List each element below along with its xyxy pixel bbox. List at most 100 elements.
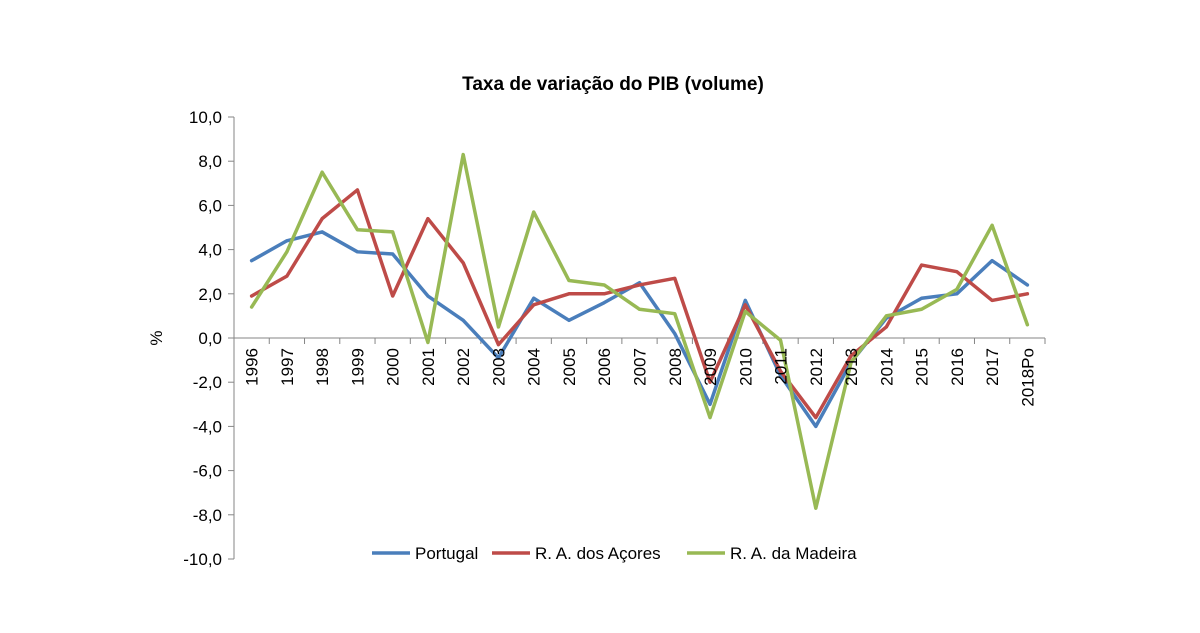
y-tick-label: 4,0 — [198, 241, 222, 260]
y-tick-label: 10,0 — [189, 108, 222, 127]
data-point — [743, 298, 747, 302]
data-point — [320, 230, 324, 234]
legend: Portugal R. A. dos Açores R. A. da Madeira — [372, 544, 857, 563]
data-point — [708, 416, 712, 420]
data-point — [567, 318, 571, 322]
legend-label: R. A. dos Açores — [535, 544, 661, 563]
data-point — [461, 318, 465, 322]
data-point — [532, 210, 536, 214]
data-point — [285, 274, 289, 278]
data-point — [884, 314, 888, 318]
x-tick-label: 2011 — [772, 348, 791, 385]
x-tick-label: 1997 — [278, 348, 297, 386]
data-point — [743, 309, 747, 313]
data-point — [920, 307, 924, 311]
x-tick-label: 2014 — [877, 348, 896, 386]
data-point — [673, 332, 677, 336]
data-point — [708, 402, 712, 406]
data-point — [708, 380, 712, 384]
x-tick-label: 2004 — [525, 348, 544, 386]
legend-label: Portugal — [415, 544, 478, 563]
x-tick-label: 2015 — [913, 348, 932, 386]
data-point — [849, 360, 853, 364]
x-tick-label: 2013 — [842, 348, 861, 386]
y-tick-label: 6,0 — [198, 196, 222, 215]
x-tick-label: 2018Po — [1018, 348, 1037, 407]
data-point — [285, 250, 289, 254]
data-point — [355, 188, 359, 192]
data-point — [496, 356, 500, 360]
data-point — [320, 170, 324, 174]
x-tick-label: 1998 — [313, 348, 332, 386]
x-tick-label: 2003 — [489, 348, 508, 386]
data-point — [602, 292, 606, 296]
x-tick-label: 2007 — [631, 348, 650, 386]
data-point — [355, 228, 359, 232]
data-point — [532, 303, 536, 307]
x-tick-label: 2017 — [983, 348, 1002, 386]
data-point — [920, 263, 924, 267]
series-lines — [249, 152, 1030, 510]
data-point — [426, 217, 430, 221]
data-point — [285, 239, 289, 243]
data-point — [461, 153, 465, 157]
data-point — [355, 250, 359, 254]
data-point — [955, 270, 959, 274]
data-point — [814, 416, 818, 420]
data-point — [426, 340, 430, 344]
x-tick-label: 1996 — [243, 348, 262, 386]
data-point — [496, 343, 500, 347]
data-point — [567, 279, 571, 283]
legend-label: R. A. da Madeira — [730, 544, 857, 563]
y-tick-label: -6,0 — [193, 462, 222, 481]
data-point — [250, 305, 254, 309]
data-point — [673, 276, 677, 280]
x-tick-label: 2005 — [560, 348, 579, 386]
data-point — [920, 296, 924, 300]
x-tick-label: 2000 — [384, 348, 403, 386]
data-point — [955, 292, 959, 296]
data-point — [638, 307, 641, 311]
x-tick-label: 2009 — [701, 348, 720, 386]
y-tick-label: -10,0 — [183, 550, 222, 569]
y-tick-label: -8,0 — [193, 506, 222, 525]
data-point — [990, 298, 994, 302]
data-point — [532, 296, 536, 300]
data-point — [250, 259, 254, 263]
x-ticks — [233, 338, 1046, 344]
data-point — [461, 261, 465, 265]
data-point — [1025, 323, 1029, 327]
data-point — [743, 303, 747, 307]
series-line-3 — [249, 152, 1030, 510]
data-point — [567, 292, 571, 296]
x-tick-labels: 1996 1997 1998 1999 2000 2001 2002 2003 2004 2005… — [243, 348, 1038, 407]
x-tick-label: 2006 — [595, 348, 614, 386]
chart-title: Taxa de variação do PIB (volume) — [462, 74, 764, 95]
data-point — [320, 217, 324, 221]
data-point — [391, 294, 395, 298]
data-point — [990, 259, 994, 263]
y-tick-label: -2,0 — [193, 373, 222, 392]
data-point — [638, 283, 641, 287]
data-point — [426, 294, 430, 298]
y-tick-label: -4,0 — [193, 417, 222, 436]
data-point — [779, 369, 783, 373]
x-tick-label: 2012 — [807, 348, 826, 386]
x-tick-label: 2016 — [948, 348, 967, 386]
data-point — [602, 301, 606, 305]
data-point — [673, 312, 677, 316]
data-point — [1025, 292, 1029, 296]
y-axis-label: % — [147, 330, 166, 345]
y-tick-label: 8,0 — [198, 152, 222, 171]
data-point — [602, 283, 606, 287]
data-point — [779, 338, 783, 342]
data-point — [391, 252, 395, 256]
data-point — [955, 287, 959, 291]
x-tick-label: 2002 — [454, 348, 473, 386]
data-point — [849, 354, 853, 358]
x-tick-label: 2010 — [736, 348, 755, 386]
x-tick-label: 1999 — [348, 348, 367, 386]
x-tick-label: 2001 — [419, 348, 438, 386]
